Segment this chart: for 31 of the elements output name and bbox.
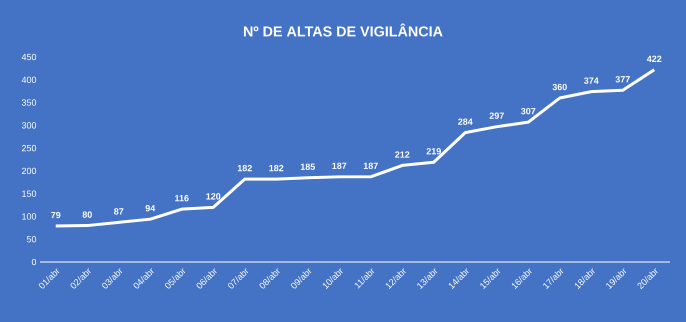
data-label: 187 <box>364 162 378 170</box>
data-label: 116 <box>175 195 189 202</box>
data-label: 187 <box>332 162 346 170</box>
chart-title: Nº DE ALTAS DE VIGILÂNCIA <box>244 23 443 36</box>
y-tick-label: 350 <box>22 99 36 106</box>
data-label: 182 <box>238 164 252 172</box>
y-tick-label: 250 <box>22 144 36 152</box>
y-tick-label: 400 <box>22 76 36 83</box>
data-label: 374 <box>584 77 599 84</box>
y-tick-label: 150 <box>22 190 36 197</box>
y-tick-label: 300 <box>22 122 36 129</box>
y-tick-label: 100 <box>22 213 36 220</box>
y-tick-label: 50 <box>26 236 36 242</box>
data-label: 284 <box>458 118 473 125</box>
data-label: 377 <box>615 76 630 82</box>
data-label: 120 <box>206 193 220 200</box>
data-label: 422 <box>646 56 662 62</box>
data-label: 87 <box>114 208 124 215</box>
data-label: 212 <box>395 151 410 158</box>
data-label: 219 <box>426 148 441 154</box>
data-label: 80 <box>82 211 92 218</box>
data-label: 182 <box>269 164 284 172</box>
data-label: 307 <box>520 108 536 114</box>
data-label: 79 <box>51 212 60 218</box>
y-tick-label: 200 <box>22 168 36 174</box>
y-tick-label: 450 <box>22 54 36 60</box>
y-tick-label: 0 <box>32 258 36 266</box>
data-label: 297 <box>490 112 504 119</box>
data-label: 94 <box>146 205 156 212</box>
data-label: 360 <box>552 84 567 90</box>
data-label: 185 <box>300 164 315 170</box>
